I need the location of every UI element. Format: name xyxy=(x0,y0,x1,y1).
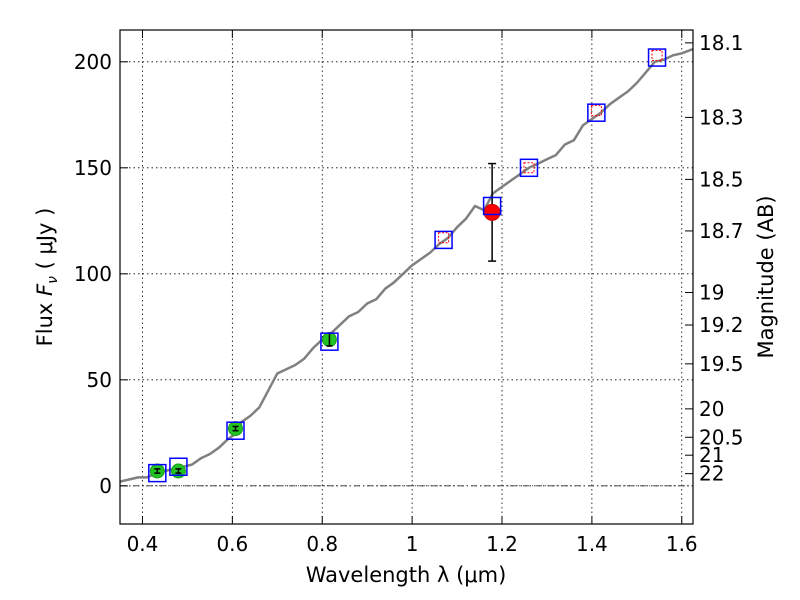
magnitude-tick-label: 22 xyxy=(699,462,724,486)
grid-layer xyxy=(120,30,693,524)
magnitude-tick-label: 18.1 xyxy=(699,31,744,55)
model-square-marker xyxy=(148,463,167,483)
x-tick-label: 0.6 xyxy=(216,532,248,556)
model-square-marker xyxy=(647,48,667,67)
magnitude-tick-label: 19.5 xyxy=(699,352,744,376)
model-square-marker xyxy=(434,230,453,250)
y-axis-title-subscript: ν xyxy=(45,276,61,284)
spectrum-line xyxy=(119,47,694,483)
x-tick-label: 0.8 xyxy=(306,532,338,556)
upper-limit-marker xyxy=(651,49,663,61)
magnitude-tick-label: 19.2 xyxy=(699,313,744,337)
magnitude-tick-label: 20.5 xyxy=(699,425,744,449)
plot-frame xyxy=(119,29,694,525)
x-tick-label: 1.2 xyxy=(486,532,518,556)
magnitude-tick-label: 18.5 xyxy=(699,167,744,191)
model-square-marker xyxy=(169,457,188,477)
magnitude-tick-label: 18.7 xyxy=(699,219,744,243)
y-tick-label: 100 xyxy=(74,262,112,286)
x-axis-title: Wavelength λ (μm) xyxy=(306,563,507,587)
x-tick-label: 1 xyxy=(406,532,419,556)
y-axis-title-symbol: F xyxy=(33,283,57,296)
upper-limit-marker xyxy=(438,232,450,244)
upper-limit-marker xyxy=(590,105,602,117)
x-tick-label: 0.4 xyxy=(127,532,159,556)
model-square-marker xyxy=(320,332,339,351)
model-square-marker xyxy=(482,196,502,216)
magnitude-tick-label: 18.3 xyxy=(699,105,744,129)
x-tick-label: 1.4 xyxy=(576,532,608,556)
y-axis-title-prefix: Flux xyxy=(33,296,57,346)
axis-layer: 0.4 0.6 0.8 1 1.2 1.4 1.6 0 50 100 150 200 18.1 18.3 1… xyxy=(74,30,744,556)
magnitude-tick-label: 19 xyxy=(699,280,724,304)
y-tick-label: 200 xyxy=(74,50,112,74)
y-axis-title: Flux Fν ( μJy ) xyxy=(33,208,61,347)
model-square-marker xyxy=(226,421,245,440)
y-axis-title-suffix: ( μJy ) xyxy=(33,208,57,276)
x-tick-label: 1.6 xyxy=(666,532,698,556)
y-tick-label: 50 xyxy=(87,368,112,392)
y-tick-label: 0 xyxy=(99,474,112,498)
y-tick-label: 150 xyxy=(74,156,112,180)
data-layer xyxy=(119,47,694,483)
measurement-point xyxy=(483,203,501,221)
upper-limit-marker xyxy=(523,162,535,174)
secondary-y-axis-title: Magnitude (AB) xyxy=(754,195,778,358)
model-square-marker xyxy=(519,158,539,178)
magnitude-tick-label: 20 xyxy=(699,397,724,421)
magnitude-tick-label: 21 xyxy=(699,443,724,467)
model-square-marker xyxy=(587,103,606,122)
